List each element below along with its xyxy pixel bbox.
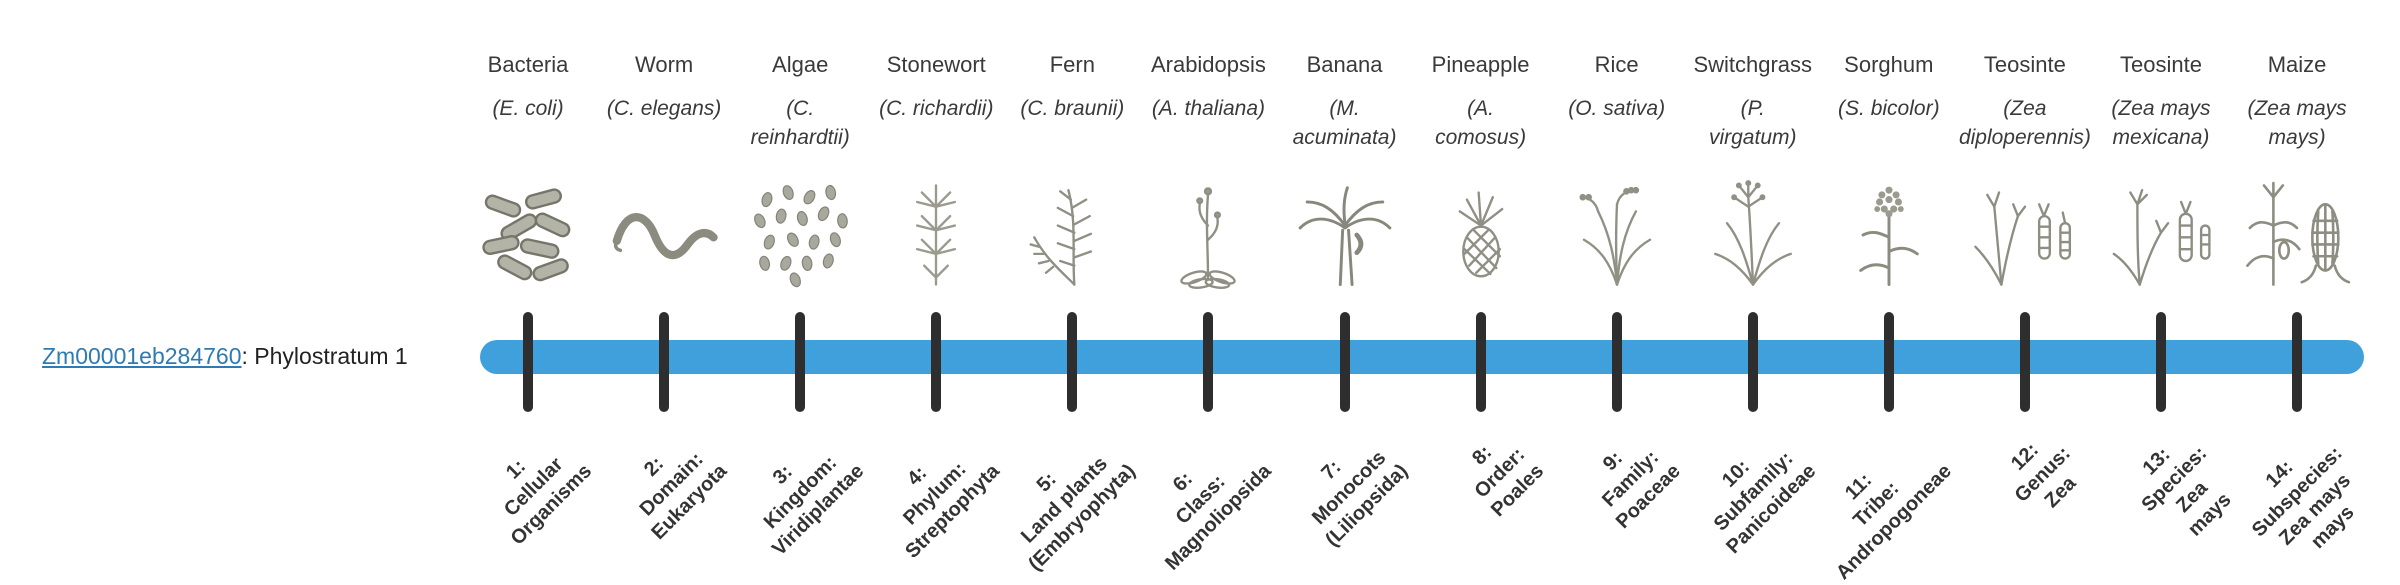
timeline-tick-12	[2019, 312, 2030, 412]
stratum-column-8: Pineapple (A. comosus) 8: Order: Poales	[1413, 0, 1549, 580]
phylostratum-tick-label-4: 4: Phylum: Streptophyta	[899, 458, 1004, 563]
organism-common-name: Pineapple	[1431, 52, 1530, 77]
phylostratum-tick-label-12: 12: Genus: Zea	[2007, 438, 2081, 513]
phylostratum-tick-label-14: 14: Subspecies: Zea mays mays	[2248, 442, 2359, 554]
phylostratum-tick-label-7: 7: Monocots (Liliopsida)	[1307, 446, 1413, 552]
organism-scientific-name: (C. braunii)	[1020, 97, 1125, 120]
organism-scientific-name: (C. reinhardtii)	[750, 97, 850, 149]
bacteria-icon	[469, 176, 587, 294]
stratum-column-3: Algae (C. reinhardtii)	[732, 0, 868, 580]
organism-scientific-name: (C. richardii)	[879, 97, 994, 120]
stratum-column-11: Sorghum (S. bicolor) 11: Tribe: Andropog…	[1821, 0, 1957, 584]
organism-common-name: Maize	[2267, 52, 2327, 77]
timeline-tick-7	[1339, 312, 1350, 412]
timeline-tick-14	[2292, 312, 2303, 412]
organism-scientific-name: (M. acuminata)	[1292, 97, 1397, 149]
organism-common-name: Sorghum	[1844, 52, 1934, 77]
organism-common-name: Teosinte	[2120, 52, 2202, 77]
rice-icon	[1558, 176, 1676, 294]
algae-icon	[741, 176, 859, 294]
organism-common-name: Switchgrass	[1693, 52, 1813, 77]
phylostratum-tick-label-8: 8: Order: Poales	[1468, 441, 1549, 522]
stratum-column-4: Stonewort (C. richardii) 4: Phylum: Stre…	[868, 0, 1004, 580]
phylostrata-timeline-bar	[480, 340, 2364, 374]
timeline-tick-1	[523, 312, 534, 412]
banana-icon	[1286, 176, 1404, 294]
timeline-tick-6	[1203, 312, 1214, 412]
organism-scientific-name: (P. virgatum)	[1708, 97, 1797, 149]
phylostratum-tick-label-5: 5: Land plants (Embryophyta)	[1017, 452, 1140, 576]
timeline-tick-2	[659, 312, 670, 412]
phylostratum-tick-label-9: 9: Family: Poaceae	[1597, 446, 1685, 534]
timeline-tick-13	[2155, 312, 2166, 412]
organism-common-name: Rice	[1594, 52, 1639, 77]
timeline-tick-11	[1883, 312, 1894, 412]
phylostratum-tick-label-6: 6: Class: Magnoliopsida	[1161, 460, 1277, 575]
gene-phylostratum-label: Zm00001eb284760: Phylostratum 1	[42, 343, 408, 370]
organism-common-name: Banana	[1306, 52, 1383, 77]
teosinte-diploperennis-icon	[1966, 176, 2084, 294]
organism-scientific-name: (A. thaliana)	[1151, 97, 1266, 120]
timeline-tick-9	[1611, 312, 1622, 412]
timeline-tick-4	[931, 312, 942, 412]
timeline-tick-5	[1067, 312, 1078, 412]
organism-scientific-name: (O. sativa)	[1568, 97, 1666, 120]
phylostratum-tick-label-11: 11: Tribe: Andropogoneae	[1832, 460, 1957, 585]
organism-common-name: Bacteria	[487, 52, 569, 77]
phylostratum-text: : Phylostratum 1	[241, 343, 408, 369]
timeline-tick-10	[1747, 312, 1758, 412]
organism-scientific-name: (S. bicolor)	[1838, 97, 1940, 120]
organism-scientific-name: (E. coli)	[492, 97, 564, 120]
arabidopsis-icon	[1149, 176, 1267, 294]
organism-common-name: Teosinte	[1983, 52, 2066, 77]
teosinte-mexicana-icon	[2102, 176, 2220, 294]
stratum-column-6: Arabidopsis (A. thaliana) 6: Class: Magn…	[1140, 0, 1276, 580]
organism-common-name: Stonewort	[886, 52, 986, 77]
organism-scientific-name: (A. comosus)	[1435, 97, 1527, 149]
timeline-tick-8	[1475, 312, 1486, 412]
phylostratum-tick-label-1: 1: Cellular Organisms	[499, 453, 596, 550]
sorghum-icon	[1830, 176, 1948, 294]
organism-scientific-name: (C. elegans)	[606, 97, 722, 120]
stratum-column-7: Banana (M. acuminata) 7: Monocots (Lilio…	[1276, 0, 1413, 580]
worm-icon	[605, 176, 723, 294]
stratum-column-10: Switchgrass (P. virgatum) 10: Subfamily:…	[1685, 0, 1821, 580]
stratum-column-2: Worm (C. elegans) 2: Domain: Eukaryota	[596, 0, 732, 580]
stonewort-icon	[877, 176, 995, 294]
switchgrass-icon	[1694, 176, 1812, 294]
pineapple-icon	[1422, 176, 1540, 294]
stratum-column-14: Maize (Zea mays mays) 14: Subspecies: Ze…	[2229, 0, 2365, 580]
organism-scientific-name: (Zea diploperennis)	[1958, 97, 2091, 149]
gene-id-link[interactable]: Zm00001eb284760	[42, 343, 242, 369]
phylostratum-tick-label-2: 2: Domain: Eukaryota	[636, 448, 732, 545]
organism-common-name: Fern	[1049, 52, 1095, 77]
fern-icon	[1013, 176, 1131, 294]
stratum-column-12: Teosinte (Zea diploperennis) 12: Genus: …	[1957, 0, 2093, 580]
organism-common-name: Arabidopsis	[1150, 52, 1266, 77]
organism-scientific-name: (Zea mays mays)	[2247, 97, 2347, 149]
maize-icon	[2238, 176, 2356, 294]
phylostratum-tick-label-3: 3: Kingdom: Viridiplantae	[759, 451, 868, 561]
timeline-tick-3	[795, 312, 806, 412]
organism-common-name: Worm	[634, 52, 694, 77]
stratum-column-9: Rice (O. sativa) 9: Family: Poaceae	[1549, 0, 1685, 580]
stratum-column-13: Teosinte (Zea mays mexicana) 13: Species…	[2093, 0, 2235, 580]
organism-common-name: Algae	[772, 52, 829, 77]
organism-scientific-name: (Zea mays mexicana)	[2111, 97, 2211, 149]
phylostrata-columns: Bacteria (E. coli) 1: Cellular Organisms…	[460, 0, 2365, 584]
stratum-column-5: Fern (C. braunii) 5: Land plants (Embryo…	[1004, 0, 1140, 580]
stratum-column-1: Bacteria (E. coli) 1: Cellular Organisms	[460, 0, 596, 580]
phylostratum-tick-label-10: 10: Subfamily: Panicoideae	[1709, 447, 1821, 559]
